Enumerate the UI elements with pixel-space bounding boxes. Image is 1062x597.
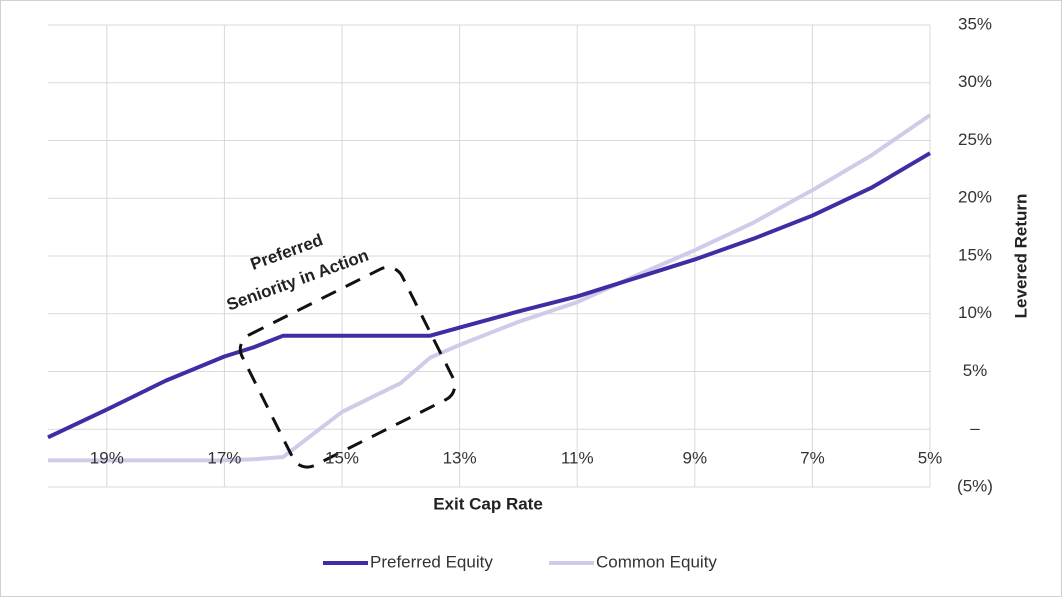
- legend: Preferred Equity Common Equity: [323, 552, 717, 571]
- y-tick-label: (5%): [957, 476, 993, 495]
- x-tick-label: 15%: [325, 449, 359, 468]
- y-tick-label: 35%: [958, 14, 992, 33]
- y-tick-label: 30%: [958, 72, 992, 91]
- x-tick-label: 9%: [683, 449, 708, 468]
- x-tick-label: 13%: [443, 449, 477, 468]
- x-axis-label: Exit Cap Rate: [433, 494, 543, 513]
- series-line: [47, 151, 932, 440]
- legend-label: Preferred Equity: [370, 552, 493, 571]
- x-tick-label: 11%: [561, 449, 594, 468]
- y-tick-label: 5%: [963, 361, 988, 380]
- x-tick-label: 19%: [90, 449, 124, 468]
- y-tick-label: 15%: [958, 245, 992, 264]
- y-tick-label: 25%: [958, 130, 992, 149]
- y-tick-label: –: [970, 419, 980, 438]
- y-tick-label: 20%: [958, 188, 992, 207]
- legend-label: Common Equity: [596, 552, 717, 571]
- x-tick-label: 7%: [800, 449, 825, 468]
- lines: [47, 113, 932, 463]
- series-line: [48, 113, 932, 463]
- y-tick-label: 10%: [958, 303, 992, 322]
- x-tick-label: 5%: [918, 449, 943, 468]
- grid: [48, 24, 931, 488]
- y-axis-label: Levered Return: [1011, 194, 1030, 319]
- x-tick-label: 17%: [207, 449, 241, 468]
- annotation-box: [238, 265, 457, 469]
